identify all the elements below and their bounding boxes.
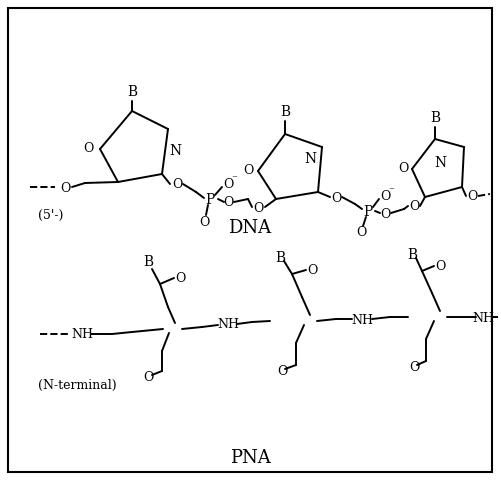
Text: NH: NH — [217, 318, 239, 331]
Text: O: O — [356, 226, 366, 239]
Text: O: O — [467, 190, 477, 203]
Text: NH: NH — [351, 313, 373, 326]
Text: O: O — [60, 181, 70, 194]
Text: N: N — [434, 156, 446, 169]
Text: N: N — [304, 152, 316, 166]
Text: ⁻: ⁻ — [388, 186, 394, 195]
Text: O: O — [83, 141, 93, 154]
Text: O: O — [143, 371, 153, 384]
Text: O: O — [175, 271, 185, 284]
Text: B: B — [280, 105, 290, 119]
Text: O: O — [380, 190, 390, 203]
Text: NH: NH — [71, 328, 93, 341]
Text: ⁻: ⁻ — [231, 174, 237, 184]
Text: B: B — [143, 254, 153, 268]
Text: O: O — [223, 196, 233, 209]
Text: O: O — [398, 161, 408, 174]
Text: B: B — [430, 111, 440, 125]
Text: O: O — [380, 207, 390, 220]
Text: P: P — [205, 192, 214, 206]
Text: O: O — [223, 178, 233, 191]
Text: P: P — [363, 204, 373, 218]
Text: O: O — [243, 163, 253, 176]
Text: DNA: DNA — [228, 218, 272, 237]
Text: O: O — [277, 365, 287, 378]
Text: O: O — [199, 215, 209, 228]
Text: O: O — [253, 201, 263, 214]
Text: N: N — [169, 144, 181, 157]
Text: B: B — [127, 85, 137, 99]
Text: B: B — [275, 251, 285, 264]
Text: NH: NH — [472, 311, 494, 324]
Text: (5'-): (5'-) — [38, 208, 63, 221]
Text: O: O — [307, 263, 317, 276]
Text: O: O — [172, 178, 182, 191]
Text: O: O — [409, 361, 419, 374]
Text: B: B — [407, 248, 417, 262]
Text: O: O — [331, 191, 341, 204]
Text: (N-terminal): (N-terminal) — [38, 378, 117, 391]
Text: PNA: PNA — [229, 448, 271, 466]
Text: O: O — [435, 259, 445, 272]
Text: O: O — [409, 200, 419, 213]
